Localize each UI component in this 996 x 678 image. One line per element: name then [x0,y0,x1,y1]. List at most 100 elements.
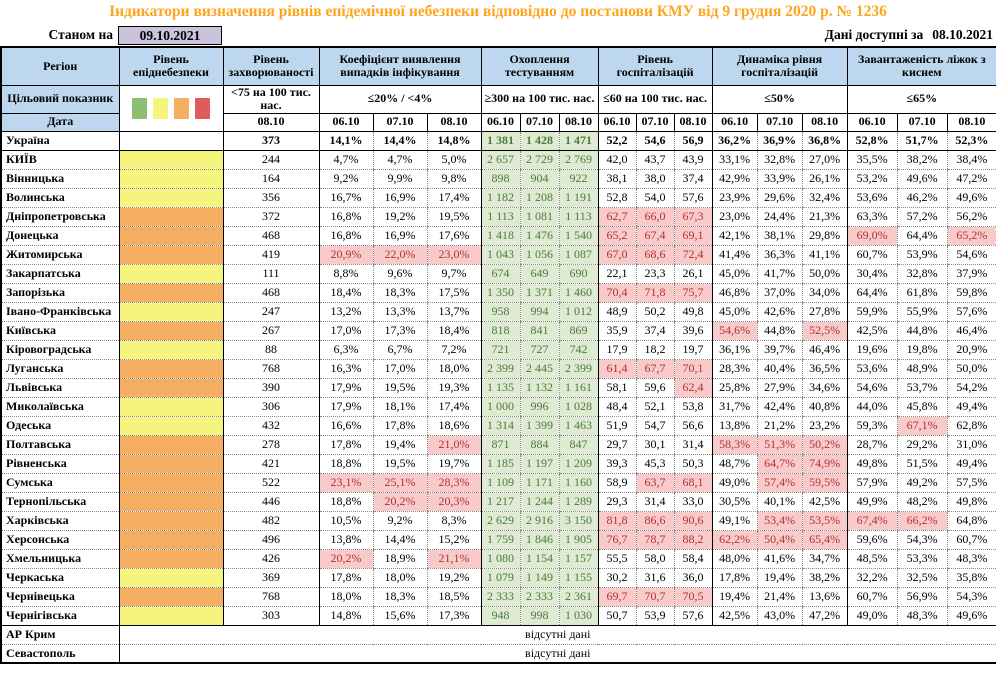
testing-value: 948 [480,606,521,626]
testing-value: 1 350 [480,283,521,303]
dynamics-value: 44,8% [756,321,803,341]
hospitalization-value: 59,6 [635,378,675,398]
incidence-value: 267 [222,321,319,341]
hospitalization-value: 38,0 [635,169,675,189]
region-name-cell: Чернівецька [1,587,119,607]
incidence-value: 482 [222,511,319,531]
region-row: Полтавська 278 17,8% 19,4% 21,0% 871 884 847 29,… [1,435,996,455]
hospitalization-value: 62,7 [597,207,637,227]
testing-value: 1 087 [558,245,599,265]
incidence-value: 768 [222,587,319,607]
bed-occupancy-value: 64,4% [896,226,948,246]
incidence-value: 303 [222,606,319,626]
testing-value: 1 905 [558,530,599,550]
dynamics-value: 19,4% [711,587,758,607]
detection-value: 18,4% [318,283,373,303]
region-row: Миколаївська 306 17,9% 18,1% 17,4% 1 000 996 1 … [1,397,996,417]
testing-value: 998 [519,606,560,626]
region-row: Житомирська 419 20,9% 22,0% 23,0% 1 043 1 056 1… [1,245,996,265]
bed-occupancy-value: 52,8% [846,131,898,151]
region-row: Кіровоградська 88 6,3% 6,7% 7,2% 721 727 742 17,… [1,340,996,360]
detection-value: 17,9% [318,378,373,398]
bed-occupancy-value: 38,2% [896,150,948,170]
detection-value: 23,0% [426,245,482,265]
bed-occupancy-value: 57,5% [946,473,996,493]
dynamics-value: 57,4% [756,473,803,493]
incidence-value: 373 [222,131,319,151]
bed-occupancy-value: 51,7% [896,131,948,151]
dynamics-value: 26,1% [801,169,848,189]
detection-value: 18,8% [318,454,373,474]
dynamics-value: 27,9% [756,378,803,398]
region-row: Рівненська 421 18,8% 19,5% 19,7% 1 185 1 197 1 … [1,454,996,474]
hospitalization-value: 57,6 [673,188,713,208]
region-name-cell: АР Крим [1,625,119,645]
bed-occupancy-value: 48,5% [846,549,898,569]
dynamics-value: 17,8% [711,568,758,588]
dynamics-value: 59,5% [801,473,848,493]
hospitalization-value: 23,3 [635,264,675,284]
hospitalization-value: 58,4 [673,549,713,569]
hospitalization-value: 31,6 [635,568,675,588]
detection-value: 9,7% [426,264,482,284]
hospitalization-value: 61,4 [597,359,637,379]
target-bed-occupancy: ≤65% [846,84,996,114]
dynamics-value: 42,5% [801,492,848,512]
indicators-table: Регіон Рівень епіднебезпеки Рівень захво… [0,46,996,664]
region-name-cell: Волинська [1,188,119,208]
date-cell: 06.10 [480,112,521,132]
testing-value: 1 109 [480,473,521,493]
date-cell: 06.10 [597,112,637,132]
testing-value: 2 729 [519,150,560,170]
region-row: Вінницька 164 9,2% 9,9% 9,8% 898 904 922 38,1 38,… [1,169,996,189]
region-row: Сумська 522 23,1% 25,1% 28,3% 1 109 1 171 1 160… [1,473,996,493]
hospitalization-value: 53,9 [635,606,675,626]
hospitalization-value: 75,7 [673,283,713,303]
bed-occupancy-value: 63,3% [846,207,898,227]
detection-value: 16,8% [318,207,373,227]
hospitalization-value: 58,9 [597,473,637,493]
bed-occupancy-value: 56,9% [896,587,948,607]
detection-value: 18,6% [426,416,482,436]
dynamics-value: 27,8% [801,302,848,322]
detection-value: 19,2% [426,568,482,588]
testing-value: 2 769 [558,150,599,170]
detection-value: 17,9% [318,397,373,417]
dynamics-value: 34,0% [801,283,848,303]
bed-occupancy-value: 44,8% [896,321,948,341]
epidemic-level-cell [118,587,223,607]
detection-value: 9,8% [426,169,482,189]
dynamics-value: 46,4% [801,340,848,360]
bed-occupancy-value: 60,7% [946,530,996,550]
legend-orange-swatch [174,97,189,119]
detection-value: 17,0% [318,321,373,341]
available-label: Дані доступні за [824,27,924,42]
detection-value: 9,6% [372,264,427,284]
testing-value: 1 155 [558,568,599,588]
detection-value: 18,8% [318,492,373,512]
incidence-value: 356 [222,188,319,208]
incidence-value: 468 [222,283,319,303]
hospitalization-value: 33,0 [673,492,713,512]
detection-value: 17,4% [426,188,482,208]
bed-occupancy-value: 32,2% [846,568,898,588]
target-hospitalization: ≤60 на 100 тис. нас. [597,84,713,114]
bed-occupancy-value: 49,8% [946,492,996,512]
testing-value: 841 [519,321,560,341]
dynamics-value: 48,7% [711,454,758,474]
dynamics-value: 29,8% [801,226,848,246]
detection-value: 18,5% [426,587,482,607]
bed-occupancy-value: 53,3% [896,549,948,569]
incidence-value: 88 [222,340,319,360]
detection-value: 19,3% [426,378,482,398]
region-row: Донецька 468 16,8% 16,9% 17,6% 1 418 1 476 1 54… [1,226,996,246]
region-row: Луганська 768 16,3% 17,0% 18,0% 2 399 2 445 2 3… [1,359,996,379]
testing-value: 2 361 [558,587,599,607]
detection-value: 16,7% [318,188,373,208]
testing-value: 958 [480,302,521,322]
detection-value: 19,7% [426,454,482,474]
dynamics-value: 36,9% [756,131,803,151]
detection-value: 25,1% [372,473,427,493]
hospitalization-value: 86,6 [635,511,675,531]
bed-occupancy-value: 48,9% [896,359,948,379]
